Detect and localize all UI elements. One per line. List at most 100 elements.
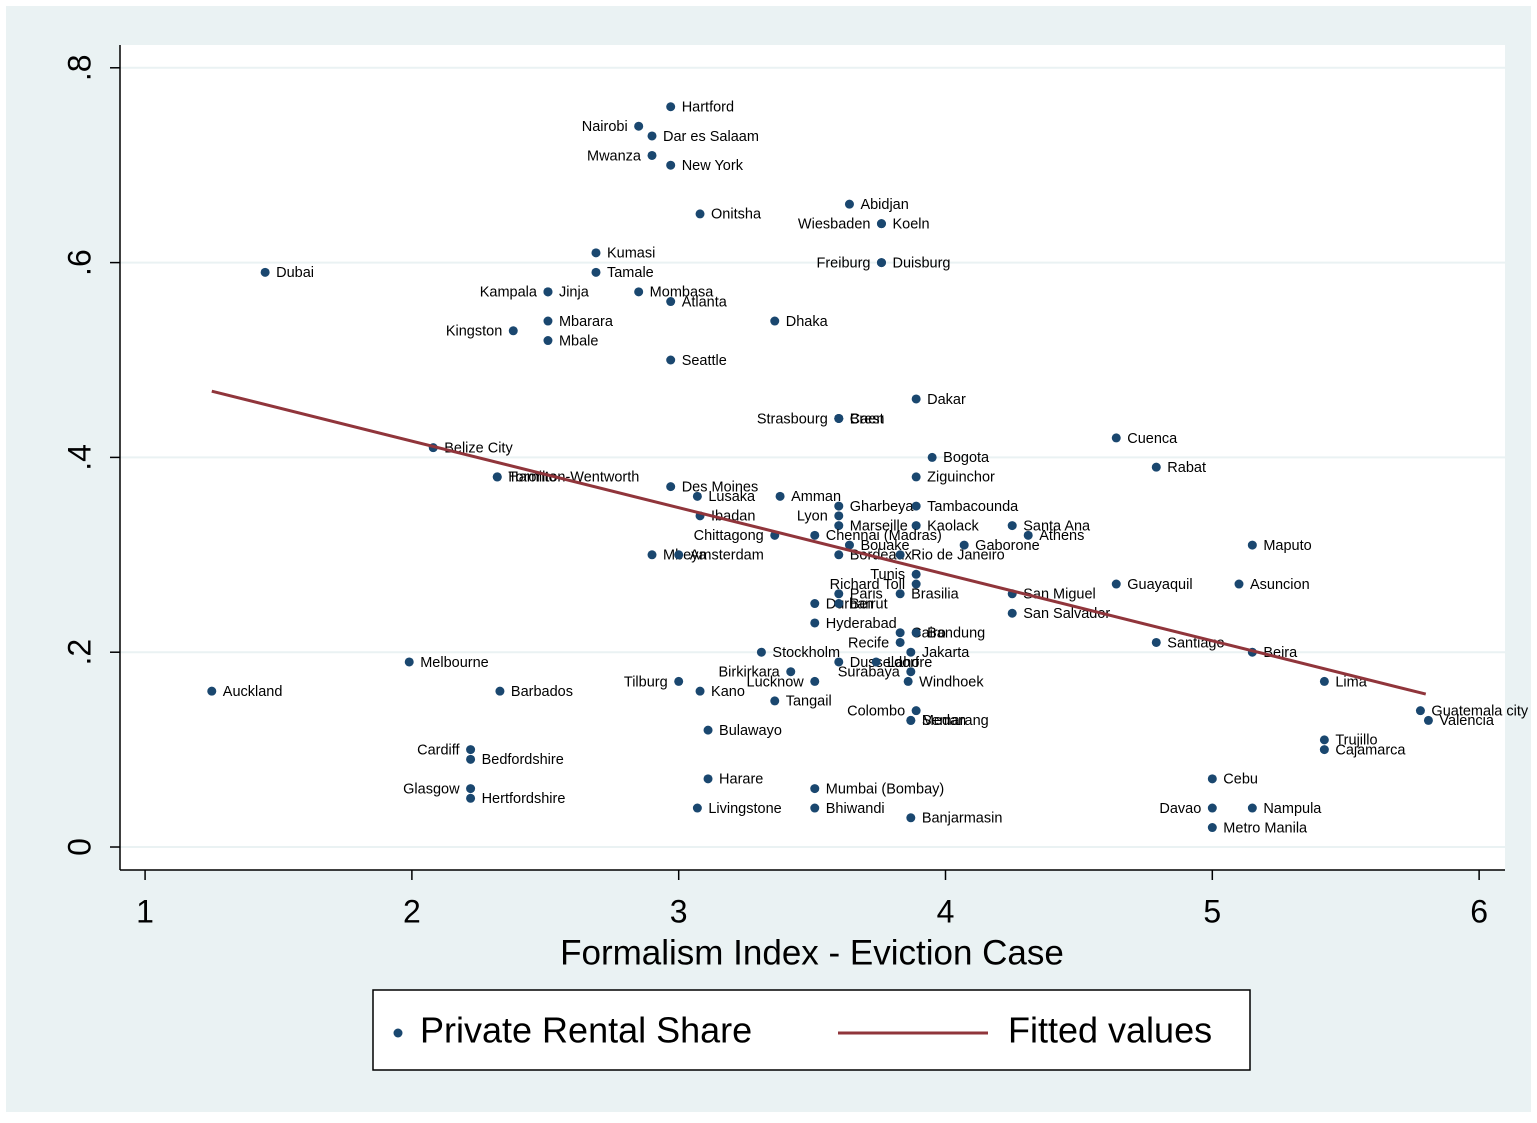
point bbox=[466, 793, 476, 803]
point-label: Seattle bbox=[682, 353, 727, 369]
point bbox=[906, 715, 916, 725]
point bbox=[770, 696, 780, 706]
point-label: Tambacounda bbox=[927, 499, 1019, 515]
point-label: Athens bbox=[1039, 528, 1084, 544]
point-label: San Salvador bbox=[1023, 606, 1110, 622]
point-label: Jinja bbox=[559, 285, 590, 301]
fitted-line bbox=[211, 389, 1427, 696]
point bbox=[876, 219, 886, 229]
y-tick-label: .8 bbox=[61, 54, 97, 81]
point bbox=[543, 287, 553, 297]
point bbox=[834, 599, 844, 609]
x-tick-label: 2 bbox=[403, 893, 421, 929]
point-label: Caen bbox=[850, 411, 885, 427]
point bbox=[911, 628, 921, 638]
point-label: Bhiwandi bbox=[826, 801, 885, 817]
point bbox=[466, 754, 476, 764]
point bbox=[1007, 608, 1017, 618]
point bbox=[911, 472, 921, 482]
legend-label: Private Rental Share bbox=[420, 1010, 752, 1051]
point-label: Lahore bbox=[887, 655, 932, 671]
point-label: Strasbourg bbox=[757, 411, 828, 427]
point-label: Auckland bbox=[223, 684, 283, 700]
point-label: Colombo bbox=[847, 703, 905, 719]
point-label: Windhoek bbox=[919, 674, 984, 690]
point-label: Bandung bbox=[927, 626, 985, 642]
point-label: Rio de Janeiro bbox=[911, 548, 1005, 564]
point bbox=[634, 287, 644, 297]
point bbox=[906, 667, 916, 677]
point bbox=[703, 774, 713, 784]
point-label: Mbale bbox=[559, 333, 599, 349]
point bbox=[1234, 579, 1244, 589]
point-label: Jakarta bbox=[922, 645, 970, 661]
point bbox=[666, 355, 676, 365]
point-label: Bordeaux bbox=[850, 548, 913, 564]
point-label: Banjarmasin bbox=[922, 811, 1003, 827]
point-label: Mwanza bbox=[587, 148, 642, 164]
point bbox=[810, 618, 820, 628]
point-label: Freiburg bbox=[816, 255, 870, 271]
point bbox=[207, 686, 217, 696]
y-tick-label: .6 bbox=[61, 249, 97, 276]
point-label: Hertfordshire bbox=[482, 791, 566, 807]
point bbox=[1111, 579, 1121, 589]
point bbox=[1207, 823, 1217, 833]
point bbox=[786, 667, 796, 677]
point bbox=[834, 657, 844, 667]
point-label: Lyon bbox=[797, 509, 828, 525]
point-label: Trujillo bbox=[1335, 733, 1377, 749]
point bbox=[404, 657, 414, 667]
point-label: Dar es Salaam bbox=[663, 129, 759, 145]
point-label: Brest bbox=[850, 411, 884, 427]
point-label: Recife bbox=[848, 635, 889, 651]
point-label: Marseille bbox=[850, 518, 908, 534]
point-label: Dusseldorf bbox=[850, 655, 920, 671]
point bbox=[927, 452, 937, 462]
point bbox=[591, 267, 601, 277]
point-label: Ibadan bbox=[711, 509, 755, 525]
point-label: Hyderabad bbox=[826, 616, 897, 632]
point-label: Paris bbox=[850, 587, 883, 603]
point bbox=[1319, 735, 1329, 745]
point bbox=[666, 160, 676, 170]
point-label: Livingstone bbox=[708, 801, 781, 817]
y-tick-label: .4 bbox=[61, 444, 97, 471]
point-label: Atlanta bbox=[682, 294, 728, 310]
y-tick-label: .2 bbox=[61, 639, 97, 666]
point-label: Kumasi bbox=[607, 246, 655, 262]
point bbox=[1111, 433, 1121, 443]
point bbox=[674, 550, 684, 560]
point-label: Abidjan bbox=[860, 197, 908, 213]
point-label: Belize City bbox=[444, 440, 513, 456]
point-label: Tamale bbox=[607, 265, 654, 281]
point bbox=[1247, 540, 1257, 550]
point bbox=[906, 647, 916, 657]
point bbox=[895, 637, 905, 647]
point-label: Barbados bbox=[511, 684, 573, 700]
point bbox=[834, 511, 844, 521]
point bbox=[770, 316, 780, 326]
point-label: Medan bbox=[922, 713, 966, 729]
point bbox=[1247, 803, 1257, 813]
point bbox=[692, 491, 702, 501]
point-label: Cairo bbox=[911, 626, 946, 642]
point-label: Dhaka bbox=[786, 314, 829, 330]
point-label: Kaolack bbox=[927, 518, 979, 534]
y-tick-label: 0 bbox=[61, 838, 97, 856]
point bbox=[810, 676, 820, 686]
point-label: Lusaka bbox=[708, 489, 756, 505]
point bbox=[591, 248, 601, 258]
point-label: Stockholm bbox=[772, 645, 840, 661]
point-label: Tangail bbox=[786, 694, 832, 710]
point-label: Bulawayo bbox=[719, 723, 782, 739]
x-tick-label: 6 bbox=[1470, 893, 1488, 929]
point bbox=[634, 121, 644, 131]
point-label: Nampula bbox=[1263, 801, 1322, 817]
point-label: Kampala bbox=[480, 285, 538, 301]
point bbox=[844, 199, 854, 209]
point-label: Davao bbox=[1159, 801, 1201, 817]
point bbox=[906, 813, 916, 823]
point-label: Mbeya bbox=[663, 548, 707, 564]
